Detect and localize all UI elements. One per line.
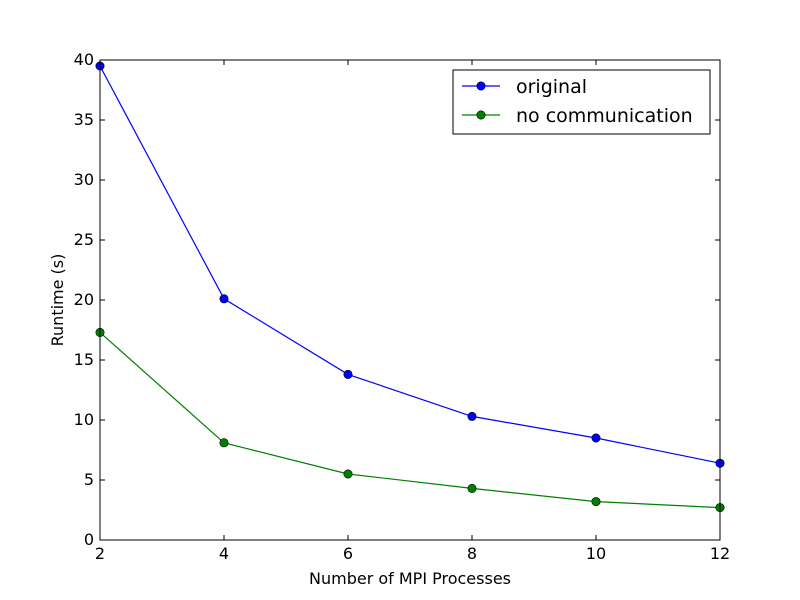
legend: original no communication: [452, 69, 711, 135]
x-tick-label: 8: [467, 544, 477, 563]
y-axis-label: Runtime (s): [48, 254, 67, 347]
data-point-original: [591, 433, 601, 443]
x-axis-label: Number of MPI Processes: [309, 569, 511, 588]
plot-area: 2 4 6 8 10 12 0 5 10 15 20 25 30 35 40: [74, 50, 731, 563]
data-point-no-communication: [591, 497, 601, 507]
y-tick-label: 15: [74, 350, 94, 369]
data-point-original: [467, 411, 477, 421]
legend-marker: [476, 110, 486, 120]
x-tick-label: 10: [586, 544, 606, 563]
y-tick-label: 35: [74, 110, 94, 129]
legend-label: no communication: [516, 105, 693, 127]
series-line-original: [99, 65, 721, 464]
data-point-no-communication: [467, 483, 477, 493]
data-point-original: [343, 369, 353, 379]
data-point-no-communication: [219, 438, 229, 448]
tick-layer: 2 4 6 8 10 12 0 5 10 15 20 25 30 35 40: [74, 50, 731, 563]
x-tick-label: 12: [710, 544, 730, 563]
x-tick-label: 6: [343, 544, 353, 563]
data-point-original: [219, 294, 229, 304]
series-no-communication: [95, 327, 725, 513]
x-tick-label: 4: [219, 544, 229, 563]
series-original: [95, 61, 725, 468]
legend-marker: [476, 81, 486, 91]
y-tick-label: 30: [74, 170, 94, 189]
legend-label: original: [516, 76, 587, 98]
legend-box: [452, 69, 711, 135]
y-tick-label: 25: [74, 230, 94, 249]
y-tick-label: 40: [74, 50, 94, 69]
data-point-no-communication: [343, 469, 353, 479]
y-tick-label: 20: [74, 290, 94, 309]
y-tick-label: 5: [84, 470, 94, 489]
series-line-no-communication: [99, 331, 721, 509]
y-tick-label: 0: [84, 530, 94, 549]
y-tick-label: 10: [74, 410, 94, 429]
x-tick-label: 2: [95, 544, 105, 563]
